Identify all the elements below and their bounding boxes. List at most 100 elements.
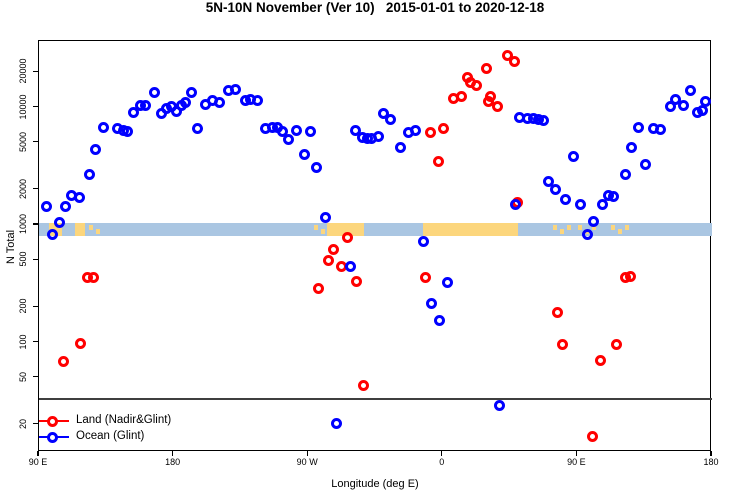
y-tick-label: 20 (18, 418, 28, 429)
x-tick (441, 451, 443, 456)
data-point-land (556, 338, 568, 350)
ocean-circle-icon (47, 431, 58, 443)
data-point-ocean (251, 94, 263, 106)
x-tick-label: 90 E (28, 457, 48, 467)
data-point-land (610, 338, 622, 350)
data-point-ocean (98, 122, 110, 134)
land-speckle (578, 224, 583, 230)
data-point-ocean (684, 84, 696, 96)
data-point-ocean (331, 417, 343, 429)
data-point-land (358, 380, 370, 392)
data-point-ocean (626, 141, 638, 153)
data-point-ocean (549, 184, 561, 196)
data-point-ocean (214, 97, 225, 109)
data-point-ocean (639, 158, 651, 170)
land-speckle (560, 228, 565, 234)
data-point-ocean (677, 100, 689, 112)
data-point-land (551, 307, 563, 318)
data-point-ocean (122, 125, 134, 137)
legend-item-land: Land (Nadir&Glint) (39, 413, 289, 429)
data-point-ocean (290, 124, 302, 136)
data-point-ocean (276, 126, 288, 138)
data-point-ocean (596, 198, 608, 210)
legend-label-ocean: Ocean (Glint) (76, 430, 145, 442)
land-speckle (553, 224, 558, 230)
y-tick-label: 100 (18, 333, 28, 350)
data-point-ocean (53, 217, 65, 228)
x-tick-label: 180 (703, 457, 719, 467)
data-point-land (351, 276, 362, 288)
data-point-land (342, 231, 354, 243)
data-point-ocean (60, 201, 72, 213)
data-point-land (313, 283, 325, 295)
x-axis-label: Longitude (deg E) (331, 478, 419, 490)
land-speckle (611, 224, 616, 230)
data-point-ocean (311, 161, 323, 173)
land-circle-icon (47, 415, 58, 427)
data-point-ocean (298, 148, 310, 160)
land-speckle (88, 224, 93, 230)
data-point-land (586, 430, 598, 442)
data-point-ocean (699, 95, 711, 107)
y-tick-label: 1000 (18, 213, 28, 235)
data-point-ocean (567, 151, 579, 163)
data-point-ocean (409, 124, 421, 136)
data-point-ocean (372, 130, 384, 142)
data-point-ocean (425, 297, 437, 309)
land-speckle (592, 224, 597, 230)
data-point-land (594, 355, 606, 367)
data-point-ocean (282, 134, 294, 146)
data-point-ocean (433, 314, 445, 326)
legend-item-ocean: Ocean (Glint) (39, 429, 289, 445)
threshold-line (39, 398, 712, 401)
data-point-ocean (509, 199, 521, 211)
data-point-ocean (417, 236, 429, 248)
data-point-land (624, 270, 636, 282)
x-tick (37, 451, 39, 456)
y-tick-label: 20000 (18, 58, 28, 84)
land-speckle (320, 228, 325, 234)
data-point-land (75, 338, 87, 350)
data-point-ocean (140, 99, 152, 111)
y-tick (33, 141, 38, 143)
data-point-land (437, 123, 449, 135)
x-tick-label: 90 W (296, 457, 318, 467)
data-point-ocean (180, 97, 192, 109)
land-patch (423, 222, 519, 236)
data-point-ocean (537, 115, 549, 127)
data-point-land (419, 272, 431, 284)
y-tick (33, 105, 38, 108)
land-speckle (95, 228, 100, 234)
data-point-ocean (40, 200, 52, 212)
data-point-land (88, 272, 100, 284)
data-point-ocean (542, 175, 554, 187)
data-point-ocean (377, 107, 389, 119)
data-point-ocean (305, 125, 317, 137)
data-point-ocean (350, 124, 362, 136)
data-point-ocean (74, 191, 86, 203)
data-point-ocean (632, 121, 644, 133)
y-tick (33, 223, 38, 225)
data-point-land (432, 156, 444, 168)
y-tick-label: 500 (18, 251, 28, 267)
data-point-ocean (84, 168, 96, 180)
y-tick (33, 340, 38, 343)
data-point-land (323, 254, 335, 266)
x-tick (306, 451, 308, 456)
data-point-ocean (441, 276, 453, 288)
data-point-ocean (192, 123, 204, 135)
data-point-ocean (394, 141, 406, 153)
land-patch (74, 222, 85, 236)
y-tick-label: 200 (18, 298, 28, 314)
data-point-ocean (128, 106, 140, 118)
land-speckle (567, 224, 572, 230)
legend: Land (Nadir&Glint) Ocean (Glint) (39, 413, 289, 445)
data-point-land (491, 100, 503, 112)
data-point-land (484, 91, 496, 103)
legend-label-land: Land (Nadir&Glint) (76, 414, 172, 426)
y-tick (33, 258, 38, 260)
land-ocean-band (39, 222, 712, 236)
x-tick-label: 180 (165, 457, 181, 467)
data-point-ocean (581, 229, 593, 240)
data-point-ocean (587, 215, 599, 227)
